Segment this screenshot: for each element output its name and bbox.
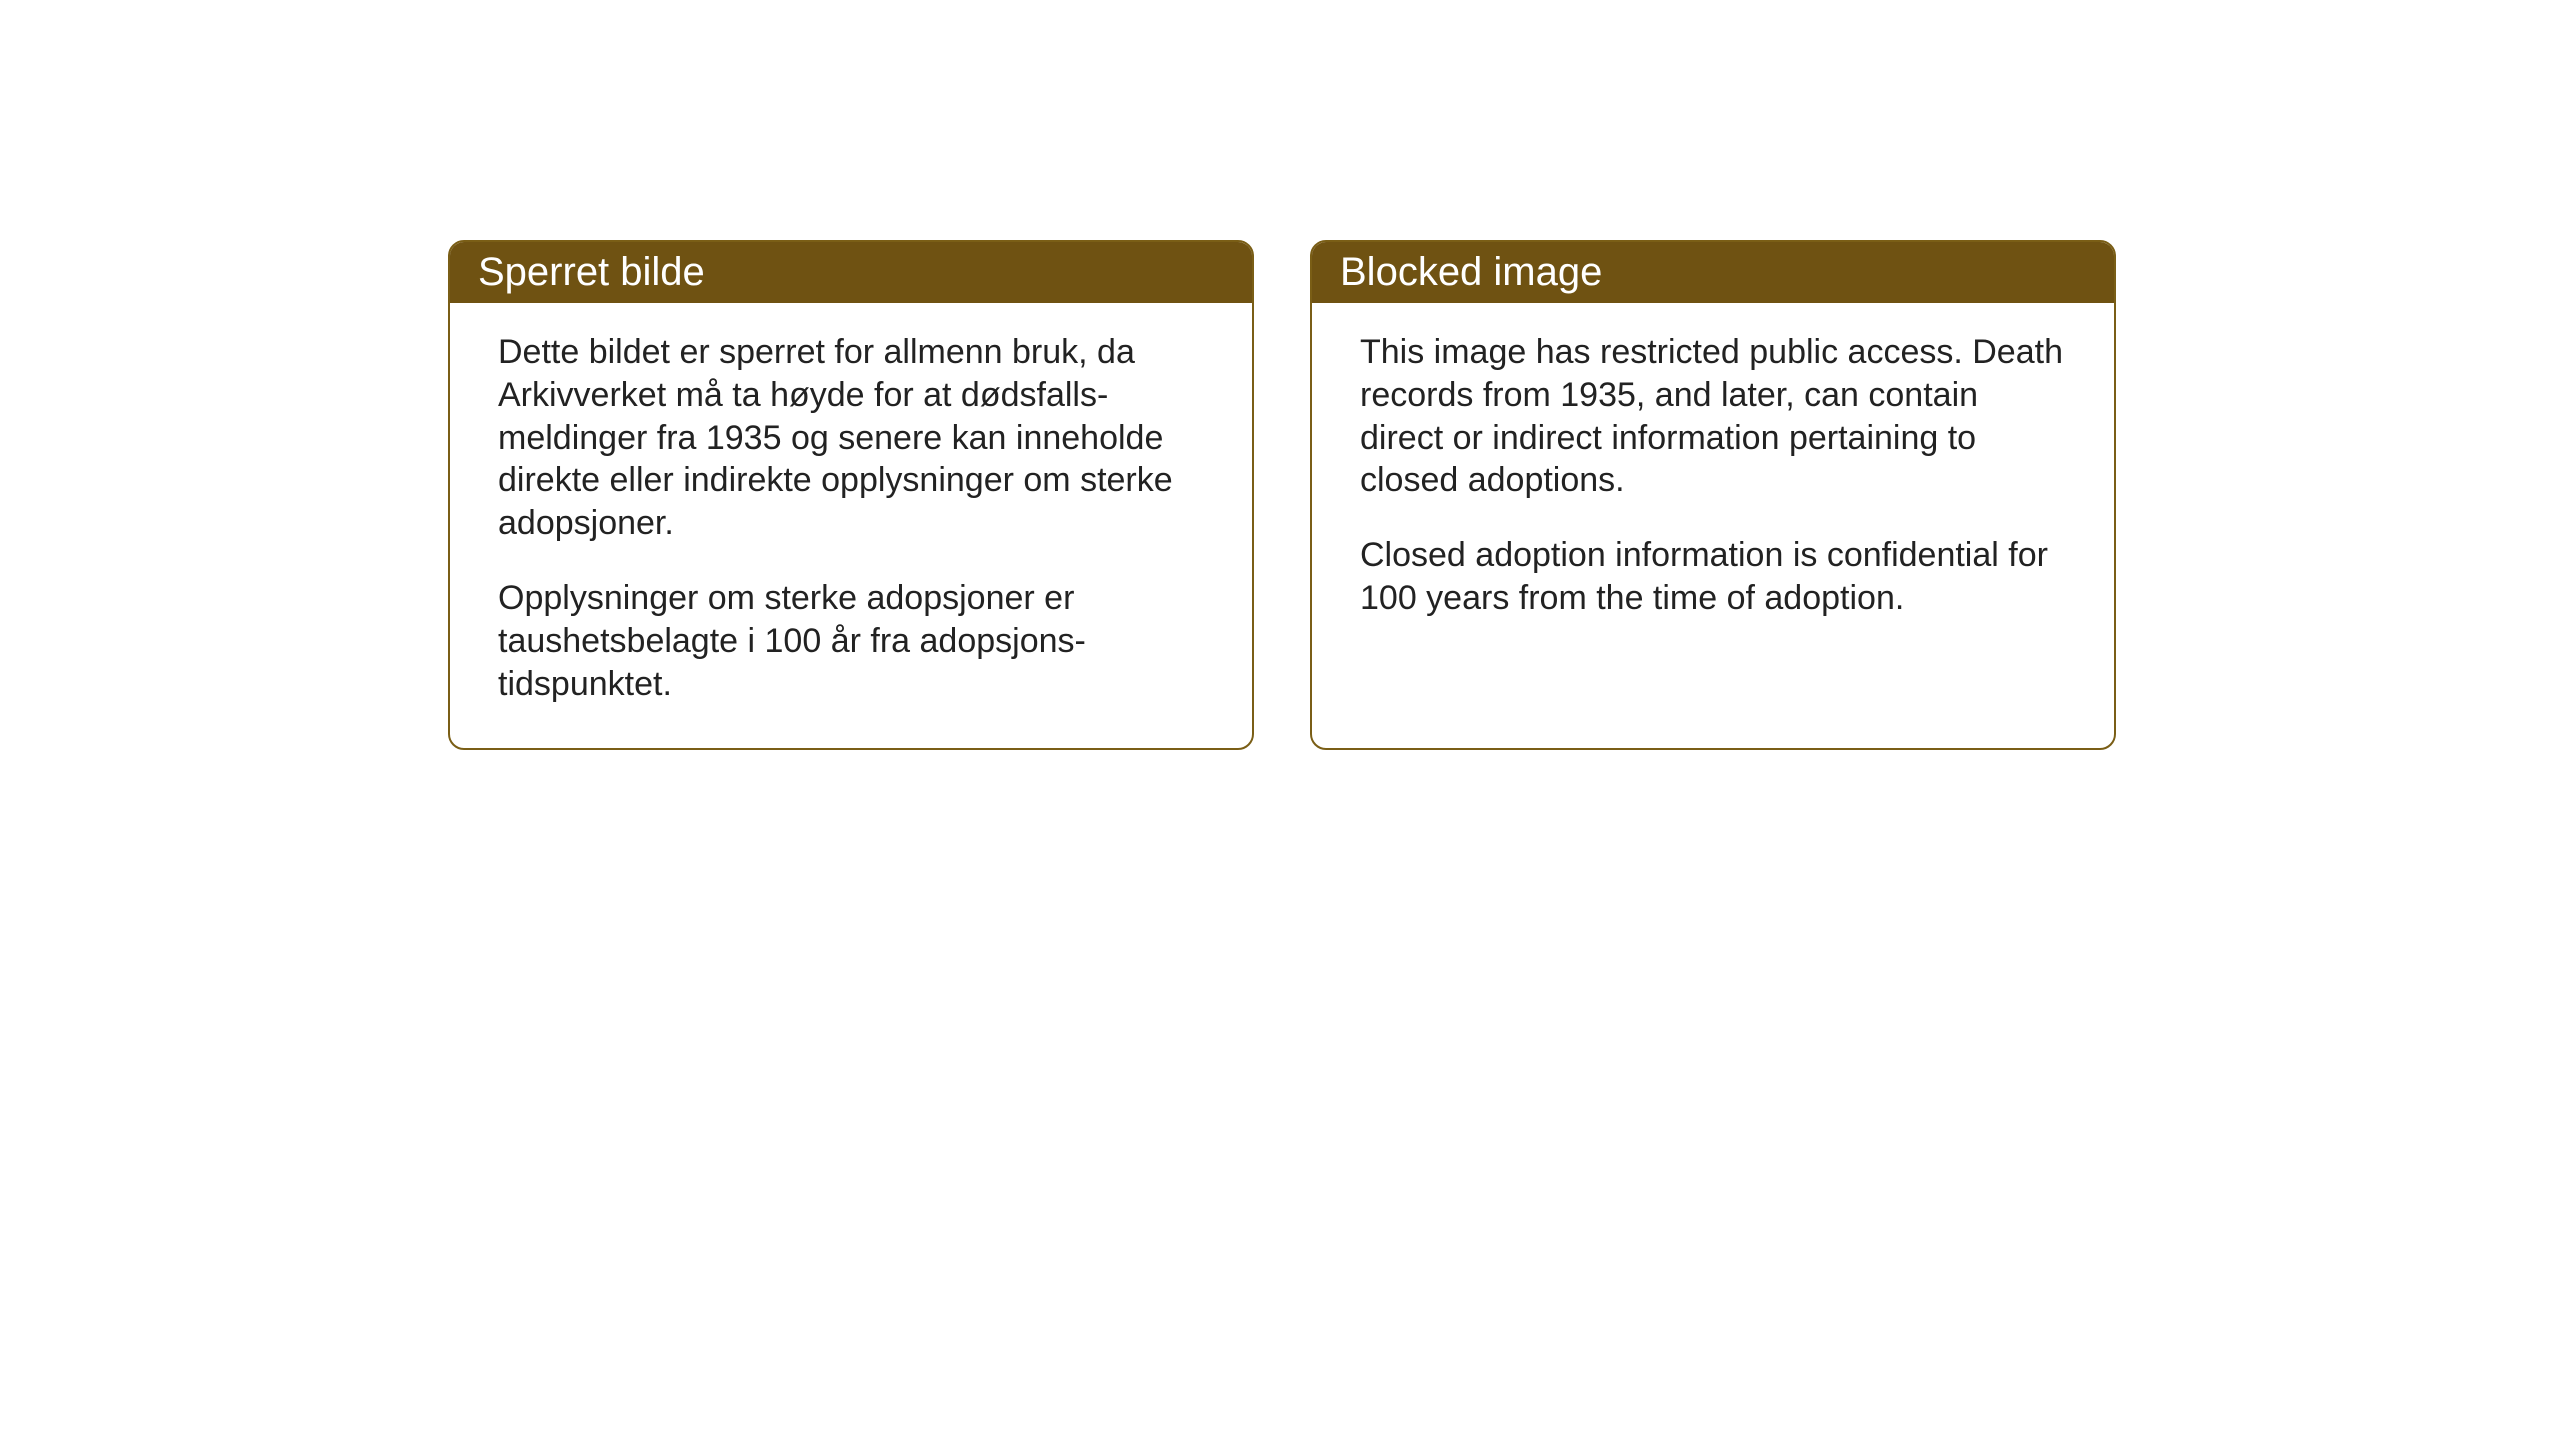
notice-container: Sperret bilde Dette bildet er sperret fo… <box>448 240 2116 750</box>
card-header-english: Blocked image <box>1312 242 2114 303</box>
blocked-image-card-english: Blocked image This image has restricted … <box>1310 240 2116 750</box>
card-body-english: This image has restricted public access.… <box>1312 303 2114 660</box>
card-header-norwegian: Sperret bilde <box>450 242 1252 303</box>
notice-paragraph-1-english: This image has restricted public access.… <box>1360 331 2066 502</box>
card-body-norwegian: Dette bildet er sperret for allmenn bruk… <box>450 303 1252 746</box>
blocked-image-card-norwegian: Sperret bilde Dette bildet er sperret fo… <box>448 240 1254 750</box>
notice-paragraph-2-english: Closed adoption information is confident… <box>1360 534 2066 620</box>
notice-paragraph-2-norwegian: Opplysninger om sterke adopsjoner er tau… <box>498 577 1204 705</box>
notice-paragraph-1-norwegian: Dette bildet er sperret for allmenn bruk… <box>498 331 1204 545</box>
